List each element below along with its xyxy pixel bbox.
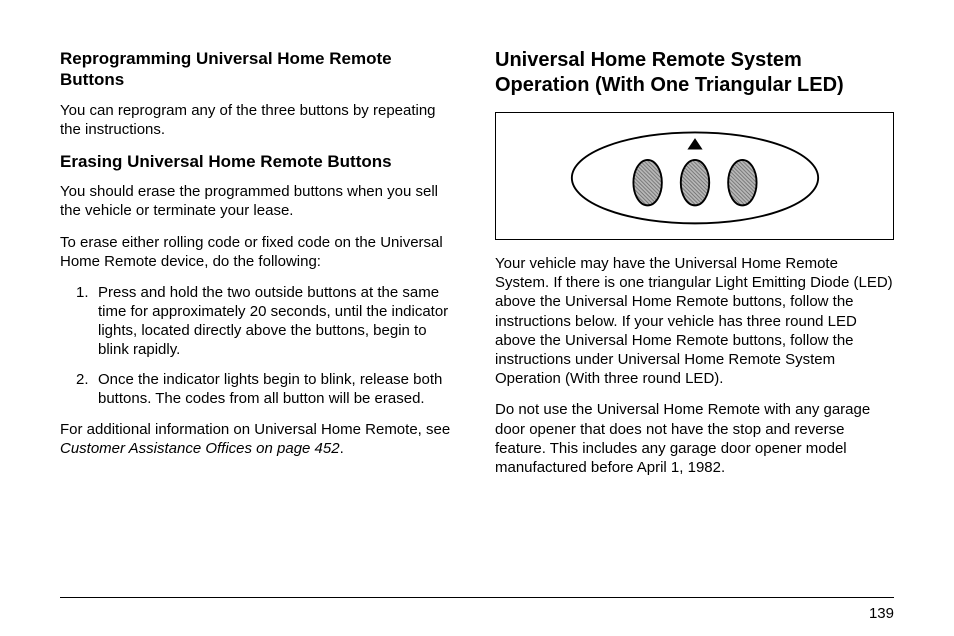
left-column: Reprogramming Universal Home Remote Butt…: [60, 48, 459, 489]
addl-info-ref: Customer Assistance Offices on page 452: [60, 440, 340, 457]
footer-rule: [60, 597, 894, 598]
heading-reprogramming: Reprogramming Universal Home Remote Butt…: [60, 48, 459, 91]
para-additional-info: For additional information on Universal …: [60, 420, 459, 458]
para-reprogram: You can reprogram any of the three butto…: [60, 101, 459, 139]
page-content: Reprogramming Universal Home Remote Butt…: [0, 0, 954, 509]
remote-diagram: [495, 112, 894, 240]
erase-step-1: Press and hold the two outside buttons a…: [60, 283, 459, 360]
heading-erasing: Erasing Universal Home Remote Buttons: [60, 151, 459, 172]
addl-info-tail: .: [340, 440, 344, 457]
para-warning: Do not use the Universal Home Remote wit…: [495, 400, 894, 477]
para-system-desc: Your vehicle may have the Universal Home…: [495, 254, 894, 388]
page-number: 139: [869, 605, 894, 622]
para-erase-when: You should erase the programmed buttons …: [60, 182, 459, 220]
para-erase-intro: To erase either rolling code or fixed co…: [60, 233, 459, 271]
erase-step-2: Once the indicator lights begin to blink…: [60, 370, 459, 408]
erase-steps-list: Press and hold the two outside buttons a…: [60, 283, 459, 408]
remote-svg: [515, 119, 875, 233]
right-column: Universal Home Remote System Operation (…: [495, 48, 894, 489]
heading-operation: Universal Home Remote System Operation (…: [495, 48, 894, 98]
addl-info-lead: For additional information on Universal …: [60, 421, 450, 438]
